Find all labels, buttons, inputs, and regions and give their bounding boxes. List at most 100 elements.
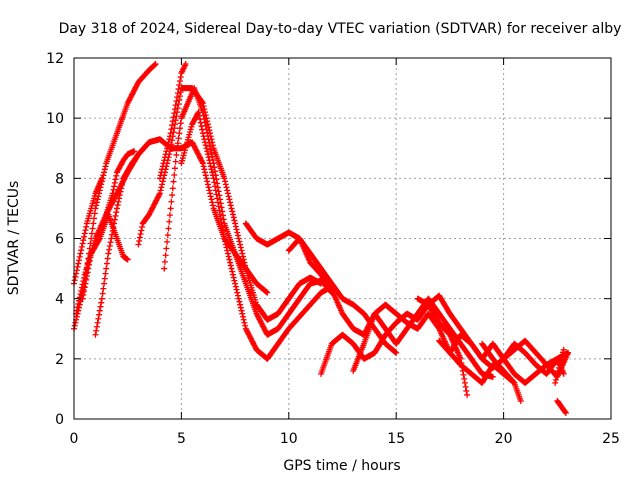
data-point [240,316,247,323]
data-point [109,190,116,197]
data-point [111,216,118,223]
data-point [158,169,165,176]
data-point [201,166,208,173]
data-point [98,299,105,306]
data-point [77,291,84,298]
data-point [242,322,249,329]
data-point [118,185,125,192]
data-point [207,163,214,170]
x-tick-label: 0 [70,431,79,447]
data-point [137,230,144,237]
data-point [138,227,145,234]
data-point [195,109,202,116]
data-point [170,129,177,136]
data-point [239,253,246,260]
data-point [208,150,215,157]
data-point [104,255,111,262]
data-point [231,217,238,224]
data-point [94,319,101,326]
data-point [90,220,97,227]
data-point [167,130,174,137]
data-point [161,157,168,164]
data-point [221,175,228,182]
data-point [204,181,211,188]
data-point [96,311,103,318]
data-point [73,307,80,314]
data-point [197,116,204,123]
data-point [173,113,180,120]
data-point [241,259,248,266]
data-point [176,82,183,89]
data-points [71,61,572,416]
data-point [114,202,121,209]
data-point [217,211,224,218]
data-point [78,247,85,254]
data-point [552,379,559,386]
data-point [464,391,471,398]
data-point [166,133,173,140]
data-point [205,154,212,161]
y-tick-label: 2 [55,352,64,368]
data-point [237,301,244,308]
data-point [164,238,171,245]
data-point [97,303,104,310]
grid-lines [74,58,611,419]
data-point [84,269,91,276]
data-point [113,172,120,179]
data-point [96,307,103,314]
data-point [264,289,271,296]
data-point [139,223,146,230]
data-point [201,136,208,143]
data-point [175,135,182,142]
data-point [174,109,181,116]
data-point [214,184,221,191]
data-point [211,179,218,186]
data-point [237,304,244,311]
data-point [209,153,216,160]
data-point [199,100,206,107]
data-point [101,169,108,176]
data-point [219,223,226,230]
data-point [202,142,209,149]
data-point [222,178,229,185]
data-point [101,275,108,282]
data-point [78,243,85,250]
data-point [168,198,175,205]
data-point [91,215,98,222]
data-point [83,276,90,283]
data-point [103,265,110,272]
data-point [76,257,83,264]
data-point [239,313,246,320]
data-point [207,160,214,167]
data-point [98,295,105,302]
data-point [93,327,100,334]
data-point [214,195,221,202]
data-point [207,193,214,200]
data-point [80,237,87,244]
data-point [207,146,214,153]
data-point [169,137,176,144]
data-point [227,259,234,266]
data-point [161,265,168,272]
data-point [239,310,246,317]
data-point [79,281,86,288]
data-point [176,78,183,85]
x-tick-label: 25 [602,431,620,447]
y-tick-label: 12 [46,51,64,67]
data-point [163,148,170,155]
data-point [229,208,236,215]
data-point [82,227,89,234]
data-point [226,196,233,203]
data-point [223,184,230,191]
data-point [74,304,81,311]
data-point [173,151,180,158]
data-point [172,102,179,109]
data-point [119,178,126,185]
data-point [209,199,216,206]
data-point [170,114,177,121]
series-track-1 [71,61,159,332]
data-point [113,209,120,216]
data-point [169,185,176,192]
data-point [85,265,92,272]
data-point [136,238,143,245]
